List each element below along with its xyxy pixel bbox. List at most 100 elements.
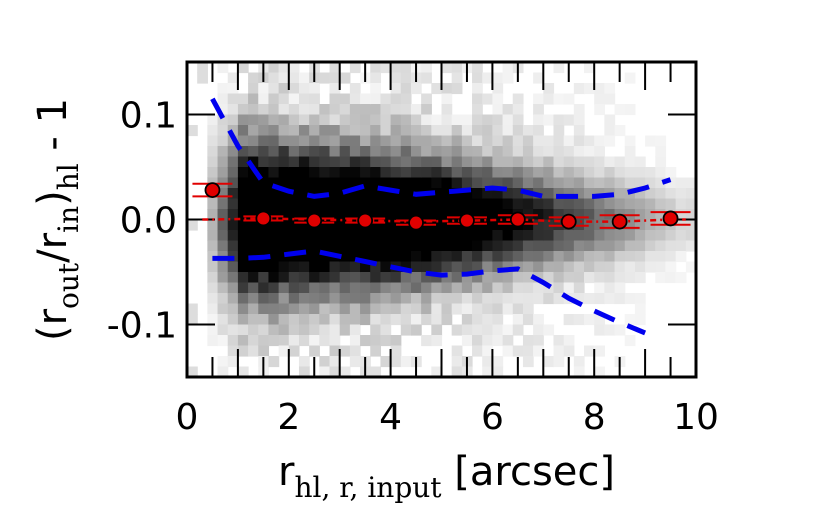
- heatmap-cell: [288, 156, 300, 168]
- heatmap-cell: [492, 156, 504, 168]
- heatmap-cell: [502, 251, 514, 263]
- heatmap-cell: [604, 114, 616, 126]
- heatmap-cell: [614, 282, 626, 294]
- heatmap-cell: [339, 125, 351, 137]
- heatmap-cell: [543, 219, 555, 231]
- heatmap-cell: [533, 104, 544, 116]
- heatmap-cell: [482, 314, 493, 326]
- heatmap-cell: [553, 125, 565, 137]
- heatmap-cell: [197, 72, 208, 84]
- median-line: [202, 217, 686, 223]
- heatmap-cell: [431, 135, 443, 147]
- heatmap-cell: [309, 177, 320, 189]
- heatmap-cell: [614, 261, 626, 273]
- heatmap-cell: [370, 240, 382, 252]
- heatmap-cell: [319, 261, 331, 273]
- heatmap-cell: [360, 261, 371, 273]
- heatmap-cell: [268, 198, 280, 210]
- heatmap-cell: [533, 345, 544, 357]
- heatmap-cell: [309, 314, 320, 326]
- heatmap-cell: [207, 230, 219, 242]
- heatmap-cell: [268, 293, 280, 305]
- heatmap-cell: [502, 167, 514, 179]
- heatmap-cell: [685, 198, 697, 210]
- heatmap-cell: [207, 156, 219, 168]
- heatmap-cell: [502, 188, 514, 200]
- heatmap-cell: [288, 104, 300, 116]
- heatmap-cell: [298, 167, 310, 179]
- heatmap-cell: [584, 219, 595, 231]
- heatmap-cell: [482, 366, 493, 378]
- heatmap-cell: [217, 209, 229, 221]
- heatmap-cell: [400, 156, 412, 168]
- heatmap-cell: [614, 230, 626, 242]
- heatmap-cell: [502, 146, 514, 158]
- heatmap-cell: [268, 62, 280, 74]
- heatmap-cell: [543, 156, 555, 168]
- heatmap-cell: [288, 219, 300, 231]
- heatmap-cell: [645, 188, 656, 200]
- heatmap-cell: [248, 177, 259, 189]
- heatmap-cell: [451, 177, 463, 189]
- heatmap-cell: [522, 303, 534, 315]
- heatmap-cell: [410, 104, 422, 116]
- heatmap-cell: [288, 177, 300, 189]
- heatmap-cell: [502, 198, 514, 210]
- heatmap-cell: [410, 282, 422, 294]
- heatmap-cell: [298, 135, 310, 147]
- heatmap-cell: [533, 324, 544, 336]
- heatmap-cell: [482, 272, 493, 284]
- heatmap-cell: [319, 303, 331, 315]
- heatmap-cell: [492, 324, 504, 336]
- heatmap-cell: [573, 251, 585, 263]
- heatmap-cell: [349, 188, 361, 200]
- heatmap-cell: [461, 188, 473, 200]
- heatmap-cell: [319, 366, 331, 378]
- heatmap-cell: [553, 177, 565, 189]
- heatmap-cell: [380, 335, 392, 347]
- heatmap-cell: [227, 324, 239, 336]
- heatmap-cell: [553, 240, 565, 252]
- heatmap-cell: [227, 335, 239, 347]
- heatmap-cell: [370, 293, 382, 305]
- heatmap-cell: [258, 198, 270, 210]
- heatmap-cell: [431, 314, 443, 326]
- heatmap-cell: [207, 324, 219, 336]
- heatmap-cell: [431, 219, 443, 231]
- heatmap-cell: [217, 314, 229, 326]
- heatmap-cell: [533, 72, 544, 84]
- heatmap-cell: [288, 240, 300, 252]
- tick-labels-layer: 0 2 4 6 8 10 0.1 0.0 -0.1: [107, 96, 719, 439]
- heatmap-cell: [431, 324, 443, 336]
- heatmap-cell: [594, 219, 605, 231]
- heatmap-cell: [634, 156, 646, 168]
- heatmap-cell: [278, 62, 290, 74]
- heatmap-cell: [675, 188, 687, 200]
- heatmap-cell: [390, 293, 402, 305]
- heatmap-cell: [441, 251, 453, 263]
- heatmap-cell: [472, 209, 483, 221]
- heatmap-cell: [553, 93, 565, 105]
- heatmap-cell: [298, 356, 310, 368]
- heatmap-cell: [472, 135, 483, 147]
- heatmap-cell: [441, 293, 453, 305]
- heatmap-cell: [512, 324, 524, 336]
- heatmap-cell: [278, 114, 290, 126]
- heatmap-cell: [268, 104, 280, 116]
- series-layer: [192, 97, 691, 336]
- heatmap-cell: [645, 230, 656, 242]
- heatmap-cell: [675, 209, 687, 221]
- heatmap-cell: [594, 83, 605, 95]
- heatmap-cell: [329, 72, 341, 84]
- heatmap-cell: [339, 104, 351, 116]
- heatmap-cell: [410, 251, 422, 263]
- heatmap-cell: [594, 135, 605, 147]
- heatmap-cell: [339, 345, 351, 357]
- heatmap-cell: [237, 177, 249, 189]
- heatmap-cell: [502, 240, 514, 252]
- heatmap-cell: [584, 83, 595, 95]
- heatmap-cell: [634, 177, 646, 189]
- heatmap-cell: [461, 282, 473, 294]
- heatmap-cell: [197, 62, 208, 74]
- heatmap-cell: [329, 335, 341, 347]
